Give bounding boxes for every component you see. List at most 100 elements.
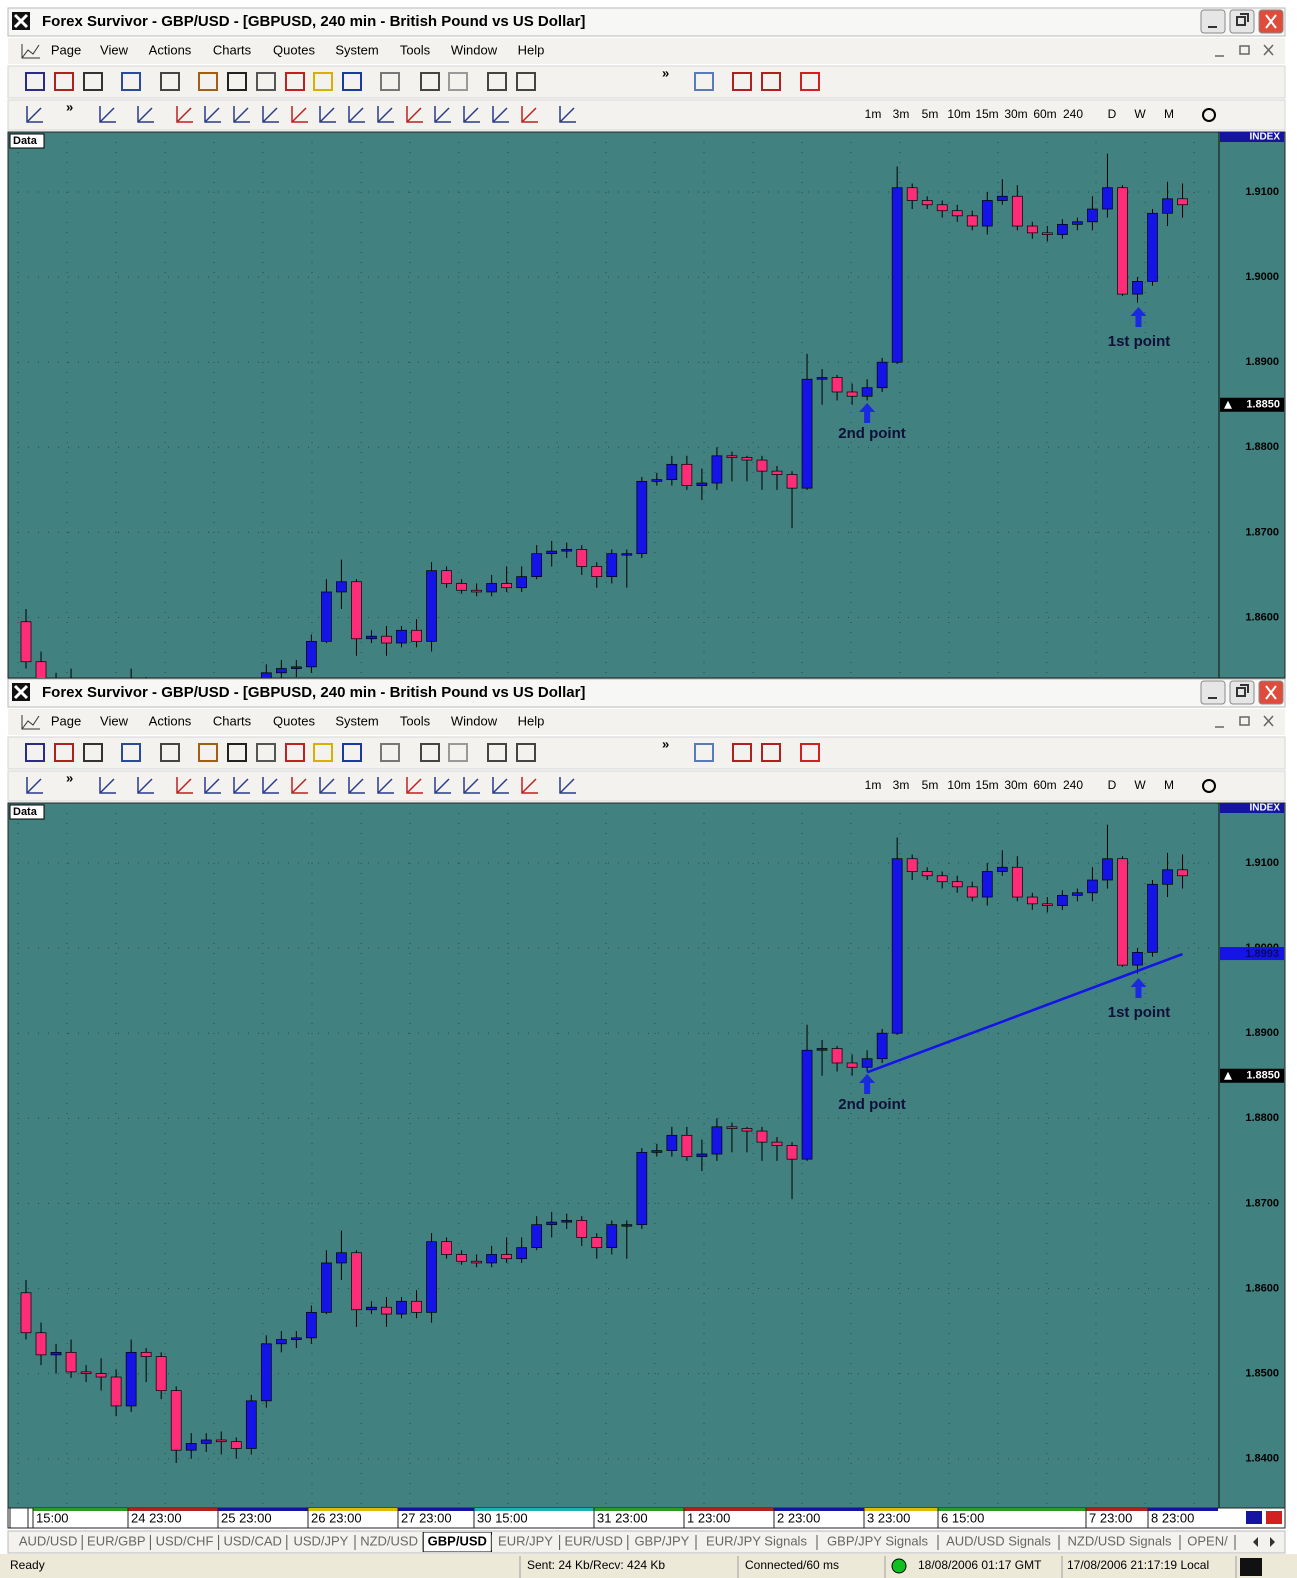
toolbar-icon[interactable] [348,106,365,123]
toolbar-icon[interactable] [487,743,507,762]
timeframe-button[interactable]: 15m [975,778,998,792]
tab[interactable]: NZD/USD [360,1533,418,1548]
toolbar-icon[interactable] [233,106,250,123]
tab[interactable]: AUD/USD Signals [946,1533,1051,1548]
toolbar-icon[interactable] [559,777,576,794]
toolbar-icon[interactable] [732,743,752,762]
toolbar-icon[interactable] [487,72,507,91]
menu-item[interactable]: Help [518,42,545,57]
menu-item[interactable]: Tools [400,42,431,57]
menu-item[interactable]: Charts [213,42,252,57]
toolbar-icon[interactable] [160,72,180,91]
menu-item[interactable]: Tools [400,713,431,728]
toolbar-icon[interactable] [559,106,576,123]
timeframe-button[interactable]: 240 [1063,778,1083,792]
toolbar-icon[interactable] [319,106,336,123]
timeframe-button[interactable]: 5m [922,778,939,792]
toolbar-icon[interactable] [26,777,43,794]
toolbar-icon[interactable] [492,777,509,794]
tab[interactable]: NZD/USD Signals [1067,1533,1172,1548]
menu-item[interactable]: View [100,42,129,57]
toolbar-icon[interactable] [516,72,536,91]
toolbar-icon[interactable] [99,106,116,123]
toolbar-icon[interactable] [463,106,480,123]
menu-item[interactable]: Charts [213,713,252,728]
tab[interactable]: EUR/JPY Signals [706,1533,807,1548]
menu-item[interactable]: Window [451,42,498,57]
minimize-button[interactable] [1200,9,1226,34]
timeframe-button[interactable]: 30m [1004,107,1027,121]
timeframe-button[interactable]: 30m [1004,778,1027,792]
timeframe-button[interactable]: W [1134,778,1146,792]
toolbar-icon[interactable] [434,106,451,123]
toolbar-icon[interactable] [448,743,468,762]
toolbar-icon[interactable] [761,743,781,762]
toolbar-icon[interactable] [492,106,509,123]
tab[interactable]: USD/CHF [156,1533,214,1548]
minimize-button[interactable] [1200,680,1226,705]
tab[interactable]: GBP/USD [428,1533,487,1548]
menu-item[interactable]: Actions [149,713,192,728]
toolbar-icon[interactable] [516,743,536,762]
timeframe-button[interactable]: 15m [975,107,998,121]
menu-item[interactable]: View [100,713,129,728]
toolbar-icon[interactable] [291,106,308,123]
toolbar-icon[interactable] [54,72,74,91]
timeframe-button[interactable]: 240 [1063,107,1083,121]
tab[interactable]: GBP/JPY Signals [827,1533,928,1548]
toolbar-icon[interactable] [800,743,820,762]
toolbar-icon[interactable] [176,106,193,123]
toolbar-icon[interactable] [83,743,103,762]
toolbar-icon[interactable] [25,72,45,91]
toolbar-icon[interactable] [420,72,440,91]
toolbar-icon[interactable] [285,743,305,762]
clock-icon[interactable] [1202,108,1216,122]
tab[interactable]: OPEN/ [1187,1533,1228,1548]
toolbar-icon[interactable] [160,743,180,762]
toolbar-icon[interactable] [694,743,714,762]
toolbar-icon[interactable] [380,72,400,91]
toolbar-icon[interactable] [121,72,141,91]
toolbar-icon[interactable] [521,777,538,794]
toolbar-icon[interactable] [380,743,400,762]
timeframe-button[interactable]: 5m [922,107,939,121]
toolbar-icon[interactable] [800,72,820,91]
toolbar-icon[interactable] [342,743,362,762]
toolbar-icon[interactable] [348,777,365,794]
timeframe-button[interactable]: D [1108,107,1117,121]
toolbar-icon[interactable] [463,777,480,794]
timeframe-button[interactable]: M [1164,778,1174,792]
toolbar-icon[interactable] [420,743,440,762]
tab[interactable]: EUR/JPY [498,1533,553,1548]
timeframe-button[interactable]: 60m [1033,107,1056,121]
toolbar-icon[interactable] [137,106,154,123]
timeframe-button[interactable]: 1m [865,107,882,121]
menu-item[interactable]: Quotes [273,713,315,728]
toolbar-icon[interactable] [204,106,221,123]
toolbar-icon[interactable] [313,72,333,91]
toolbar-icon[interactable] [26,106,43,123]
tab[interactable]: EUR/GBP [87,1533,146,1548]
timeframe-button[interactable]: 3m [893,778,910,792]
timeframe-button[interactable]: D [1108,778,1117,792]
toolbar-icon[interactable] [521,106,538,123]
toolbar-icon[interactable] [204,777,221,794]
menu-item[interactable]: Page [51,713,81,728]
timeframe-button[interactable]: M [1164,107,1174,121]
menu-item[interactable]: Actions [149,42,192,57]
toolbar-icon[interactable] [377,106,394,123]
toolbar-icon[interactable] [198,72,218,91]
toolbar-icon[interactable] [256,743,276,762]
menu-item[interactable]: System [335,42,378,57]
toolbar-icon[interactable] [121,743,141,762]
menu-item[interactable]: Help [518,713,545,728]
toolbar-icon[interactable] [313,743,333,762]
toolbar-icon[interactable] [25,743,45,762]
toolbar-icon[interactable] [732,72,752,91]
timeframe-button[interactable]: 60m [1033,778,1056,792]
tab[interactable]: GBP/JPY [634,1533,689,1548]
toolbar-icon[interactable] [233,777,250,794]
toolbar-icon[interactable] [342,72,362,91]
toolbar-icon[interactable] [176,777,193,794]
toolbar-icon[interactable] [377,777,394,794]
